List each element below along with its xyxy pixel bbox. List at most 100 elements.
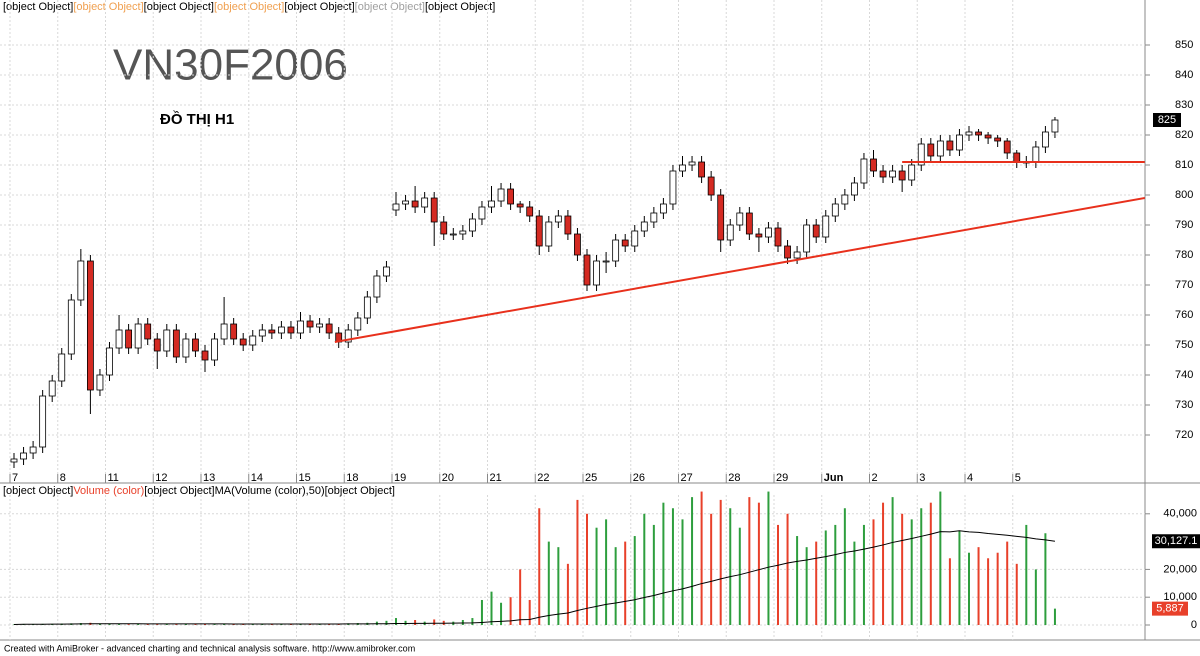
volume-bar [108, 623, 111, 625]
volume-bar [528, 599, 531, 625]
volume-bar [843, 508, 846, 625]
volume-bar [146, 624, 149, 625]
candle-body [363, 296, 371, 319]
last-value-box [1153, 113, 1181, 127]
candle-body [306, 320, 314, 328]
volume-bar [519, 569, 522, 625]
volume-bar [671, 508, 674, 625]
volume-bar [796, 536, 799, 625]
volume-bar [862, 524, 865, 625]
volume-bar [834, 524, 837, 625]
candle-body [373, 275, 381, 298]
y-tick-label: 0 [1191, 619, 1197, 631]
x-tick-label: 7 [12, 472, 18, 484]
volume-bar [500, 602, 503, 625]
volume-bar [194, 624, 197, 625]
volume-bar [719, 499, 722, 625]
volume-bar [710, 513, 713, 625]
candle-body [554, 215, 562, 223]
y-tick-label: 20,000 [1163, 563, 1197, 575]
candle-body [220, 323, 228, 340]
x-tick-label: 19 [394, 472, 406, 484]
x-tick-label: 12 [155, 472, 167, 484]
volume-bar [872, 519, 875, 625]
candle-body [430, 197, 438, 223]
volume-bar [557, 547, 560, 625]
volume-bar [232, 624, 235, 625]
x-tick-label: 4 [967, 472, 973, 484]
volume-bar [633, 536, 636, 625]
volume-bar [433, 619, 436, 625]
volume-bar [777, 524, 779, 625]
volume-bar [204, 624, 206, 625]
candle-body [268, 329, 276, 334]
y-tick-label: 800 [1175, 189, 1193, 201]
volume-bar [586, 513, 588, 625]
candle-body [163, 329, 171, 352]
candle-body [297, 320, 304, 334]
volume-bar [729, 508, 732, 625]
volume-bar [156, 624, 159, 625]
header-part: [object Object] [144, 485, 214, 497]
x-tick-label: 20 [442, 472, 454, 484]
volume-bar [652, 524, 655, 625]
header-part: [object Object] [3, 1, 73, 13]
volume-bar [786, 513, 789, 625]
candle-body [975, 131, 982, 136]
candle-body [29, 446, 37, 454]
candle-body [669, 170, 677, 205]
candle-body [946, 140, 954, 151]
candle-body [488, 200, 495, 208]
candle-body [535, 215, 543, 247]
candle-body [106, 347, 113, 376]
candle-body [497, 188, 505, 202]
volume-bar [614, 547, 617, 625]
candle-body [344, 329, 352, 343]
candle-body [631, 230, 639, 247]
last-value-label: 5,887 [1156, 603, 1184, 615]
candle-body [526, 206, 534, 217]
candle-body [956, 134, 963, 151]
y-tick-label: 730 [1175, 399, 1193, 411]
candle-body [545, 221, 553, 247]
candle-body [115, 329, 123, 349]
candle-body [1013, 152, 1021, 163]
candle-body [621, 239, 629, 247]
candle-body [58, 353, 66, 382]
volume-bar [805, 547, 808, 625]
candle-body [889, 170, 896, 178]
volume-bar [681, 519, 684, 625]
volume-bar [385, 620, 388, 625]
candle-body [803, 224, 811, 253]
candle-body [574, 233, 581, 256]
candle-body [908, 164, 916, 181]
y-tick-label: 10,000 [1163, 591, 1197, 603]
volume-bar [824, 530, 827, 625]
volume-bar [757, 502, 760, 625]
volume-bar [1025, 524, 1028, 625]
volume-bar [547, 541, 550, 625]
volume-bar [929, 502, 932, 625]
series-name: MA(Volume (color),50) [215, 485, 325, 497]
candle-body [965, 131, 973, 136]
header-part: [object Object] [73, 1, 143, 13]
volume-bar [910, 519, 913, 625]
x-tick-label: 15 [299, 472, 311, 484]
candle-body [1042, 131, 1049, 148]
candle-body [936, 140, 944, 157]
y-tick-label: 810 [1175, 159, 1193, 171]
candle-body [96, 374, 104, 391]
volume-bar [853, 541, 856, 625]
x-tick-label: Jun [824, 472, 844, 484]
y-tick-label: 830 [1175, 99, 1193, 111]
candle-body [478, 206, 486, 220]
candle-body [449, 233, 457, 236]
volume-bar [691, 497, 694, 625]
volume-bar [643, 513, 646, 625]
candle-body [440, 221, 448, 235]
volume-bar [939, 491, 942, 625]
candle-body [1032, 146, 1040, 163]
candle-body [249, 335, 257, 346]
